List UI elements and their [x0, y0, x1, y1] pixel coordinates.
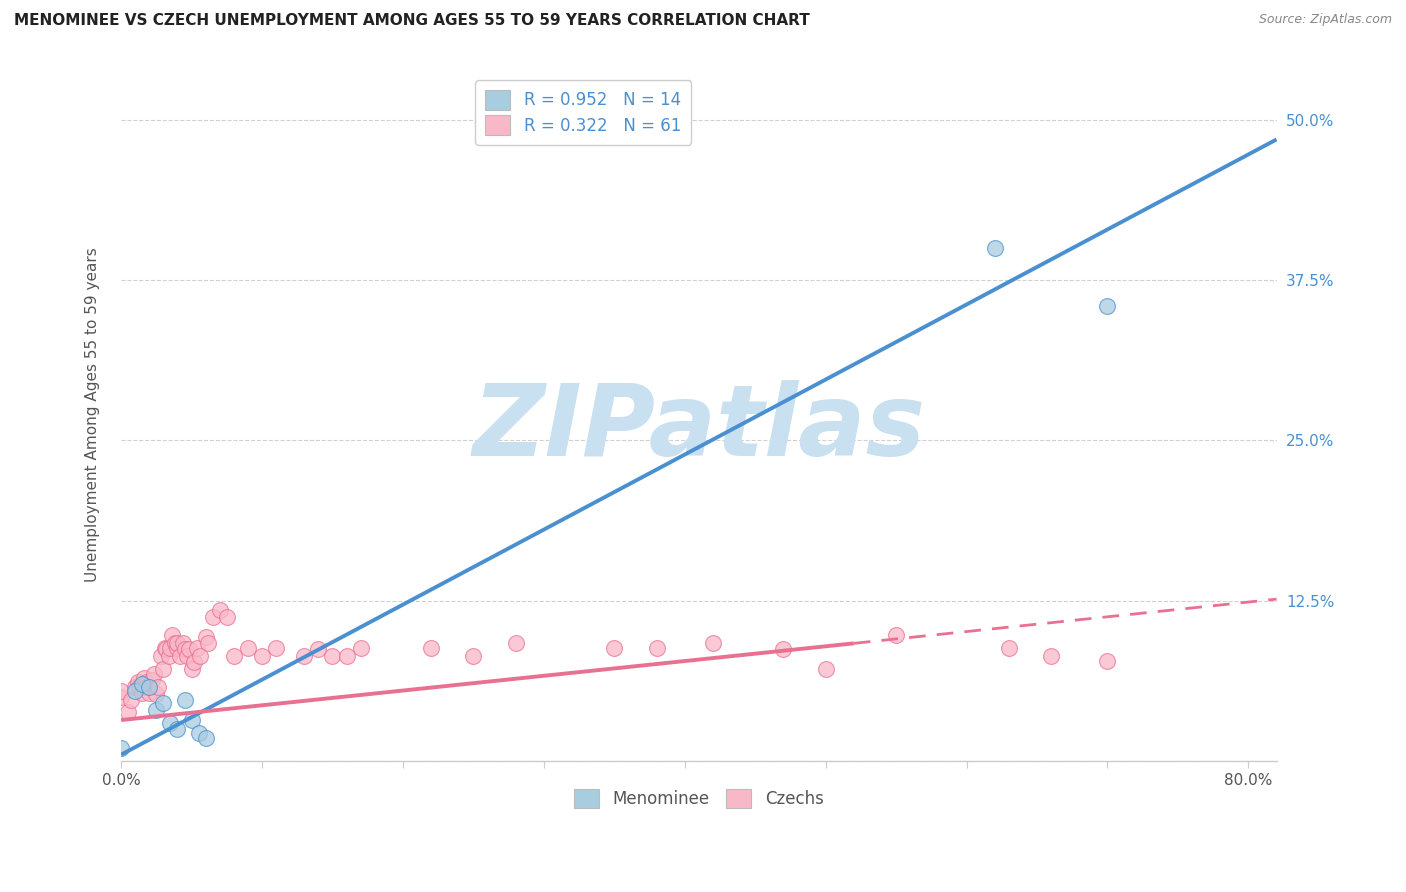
- Point: [194, 630, 217, 644]
- Point: [117, 706, 139, 720]
- Point: [172, 636, 194, 650]
- Point: [264, 641, 287, 656]
- Point: [157, 648, 180, 663]
- Point: [131, 686, 153, 700]
- Point: [166, 636, 188, 650]
- Point: [163, 636, 186, 650]
- Point: [505, 636, 527, 650]
- Point: [250, 648, 273, 663]
- Point: [160, 628, 183, 642]
- Point: [159, 715, 181, 730]
- Point: [197, 636, 219, 650]
- Point: [1097, 654, 1119, 668]
- Point: [1040, 648, 1063, 663]
- Point: [176, 648, 198, 663]
- Point: [1097, 299, 1119, 313]
- Text: Source: ZipAtlas.com: Source: ZipAtlas.com: [1258, 13, 1392, 27]
- Point: [177, 642, 200, 657]
- Point: [169, 648, 191, 663]
- Text: MENOMINEE VS CZECH UNEMPLOYMENT AMONG AGES 55 TO 59 YEARS CORRELATION CHART: MENOMINEE VS CZECH UNEMPLOYMENT AMONG AG…: [14, 13, 810, 29]
- Point: [142, 666, 165, 681]
- Point: [292, 648, 315, 663]
- Point: [173, 692, 195, 706]
- Point: [124, 683, 146, 698]
- Point: [335, 648, 357, 663]
- Point: [166, 641, 188, 656]
- Point: [120, 692, 142, 706]
- Point: [201, 610, 224, 624]
- Point: [141, 673, 163, 688]
- Point: [215, 610, 238, 624]
- Point: [983, 241, 1005, 255]
- Point: [772, 642, 794, 657]
- Point: [153, 641, 176, 656]
- Point: [187, 726, 209, 740]
- Point: [814, 662, 837, 676]
- Point: [420, 641, 443, 656]
- Point: [307, 642, 329, 657]
- Point: [350, 641, 373, 656]
- Point: [173, 642, 195, 657]
- Point: [180, 662, 202, 676]
- Point: [194, 731, 217, 745]
- Point: [124, 680, 146, 694]
- Point: [138, 686, 160, 700]
- Point: [146, 680, 169, 694]
- Point: [152, 697, 174, 711]
- Point: [110, 690, 132, 704]
- Point: [145, 687, 167, 701]
- Point: [208, 603, 231, 617]
- Point: [110, 741, 132, 756]
- Y-axis label: Unemployment Among Ages 55 to 59 years: Unemployment Among Ages 55 to 59 years: [86, 247, 100, 582]
- Point: [149, 648, 172, 663]
- Point: [127, 674, 149, 689]
- Point: [135, 674, 157, 689]
- Legend: Menominee, Czechs: Menominee, Czechs: [568, 782, 830, 815]
- Point: [145, 703, 167, 717]
- Point: [186, 641, 208, 656]
- Point: [603, 641, 626, 656]
- Point: [110, 683, 132, 698]
- Point: [135, 680, 157, 694]
- Point: [128, 680, 150, 694]
- Point: [321, 648, 343, 663]
- Point: [884, 628, 907, 642]
- Point: [236, 641, 259, 656]
- Point: [998, 641, 1021, 656]
- Point: [131, 677, 153, 691]
- Point: [183, 656, 205, 670]
- Point: [159, 641, 181, 656]
- Point: [645, 641, 668, 656]
- Point: [188, 648, 211, 663]
- Point: [166, 722, 188, 736]
- Point: [180, 713, 202, 727]
- Point: [702, 636, 724, 650]
- Point: [222, 648, 245, 663]
- Point: [155, 642, 177, 657]
- Point: [138, 680, 160, 694]
- Text: ZIPatlas: ZIPatlas: [472, 380, 925, 477]
- Point: [463, 648, 485, 663]
- Point: [152, 662, 174, 676]
- Point: [132, 671, 155, 685]
